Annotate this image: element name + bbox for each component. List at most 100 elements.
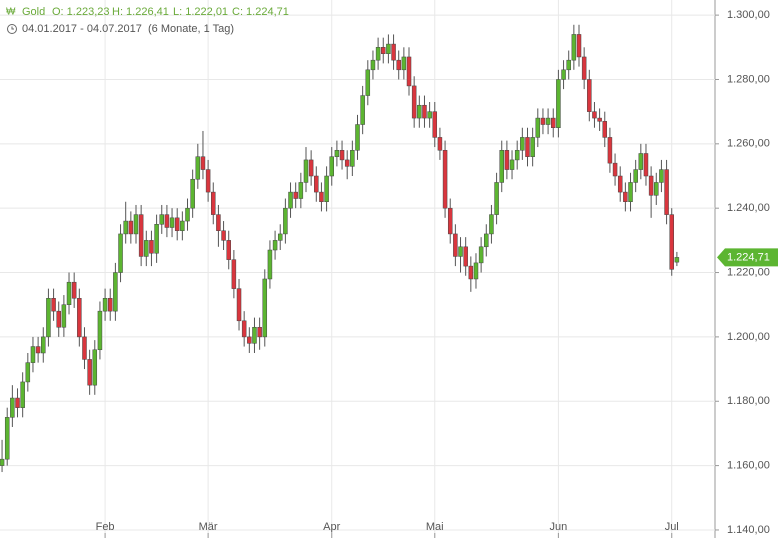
candle-body	[41, 336, 46, 354]
candle-body	[643, 153, 649, 177]
candle-body	[61, 304, 67, 328]
candle-body	[102, 298, 108, 312]
candle-body	[437, 137, 443, 151]
candle-body	[174, 217, 180, 231]
candle-body	[478, 246, 484, 264]
y-tick-label: 1.160,00	[727, 460, 770, 472]
candle-body	[396, 59, 401, 71]
candle-body	[144, 240, 149, 257]
candle-body	[118, 233, 123, 273]
candle-body	[200, 156, 206, 170]
candle-body	[514, 150, 520, 161]
open-label: O: 1.223,23	[52, 6, 110, 18]
candle-body	[422, 104, 427, 119]
candle-body	[92, 349, 98, 386]
candle-body	[283, 207, 288, 235]
candle-body	[77, 298, 82, 338]
candle-body	[324, 175, 329, 203]
candle-body	[87, 359, 92, 386]
candle-body	[262, 278, 268, 338]
candle-body	[272, 240, 278, 251]
candle-body	[82, 336, 87, 360]
price-tag-label: 1.224,71	[727, 251, 770, 263]
candle-body	[659, 169, 664, 183]
candle-body	[288, 191, 293, 209]
candle-body	[350, 150, 355, 167]
candle-body	[654, 182, 659, 196]
x-tick-label: Feb	[96, 521, 115, 533]
candle-body	[66, 281, 72, 305]
candle-body	[648, 175, 654, 196]
candle-body	[607, 137, 613, 164]
candle-body	[468, 265, 474, 280]
candle-body	[561, 69, 566, 80]
candle-body	[138, 214, 144, 257]
instrument-name: Gold	[22, 6, 45, 18]
candle-body	[617, 175, 623, 193]
candle-body	[581, 56, 587, 80]
clock-hand	[11, 26, 14, 30]
candle-body	[391, 43, 396, 61]
candle-body	[664, 169, 669, 215]
candle-body	[484, 233, 489, 248]
candle-body	[46, 298, 51, 338]
candle-body	[30, 346, 36, 363]
candle-body	[56, 310, 61, 328]
candle-body	[674, 257, 680, 263]
candle-body	[571, 34, 577, 61]
x-tick-label: Mai	[426, 521, 444, 533]
candle-body	[10, 397, 15, 418]
candle-body	[15, 397, 20, 408]
candle-body	[592, 111, 597, 119]
candle-body	[494, 182, 499, 215]
candle-body	[597, 117, 602, 122]
candle-body	[520, 137, 525, 151]
high-label: H: 1.226,41	[112, 6, 169, 18]
candle-body	[386, 43, 391, 54]
y-tick-label: 1.200,00	[727, 331, 770, 343]
candle-body	[540, 117, 546, 125]
candle-body	[587, 79, 592, 112]
candle-body	[638, 153, 644, 170]
candle-body	[406, 56, 412, 87]
period: 04.01.2017 - 04.07.2017	[22, 23, 142, 35]
candle-body	[458, 246, 463, 257]
candle-body	[252, 326, 257, 344]
candle-body	[370, 59, 376, 71]
candle-body	[247, 336, 252, 344]
candle-body	[205, 169, 211, 193]
candle-body	[314, 175, 319, 193]
candle-body	[231, 259, 237, 289]
candle-body	[602, 121, 608, 138]
candle-body	[25, 362, 31, 383]
candle-body	[257, 326, 262, 338]
candle-body	[566, 59, 571, 71]
candle-body	[381, 47, 386, 54]
candle-body	[123, 220, 128, 235]
candle-body	[628, 182, 633, 203]
price-tag	[717, 248, 778, 267]
candle-body	[623, 191, 628, 203]
candle-body	[97, 310, 103, 351]
candle-body	[411, 85, 417, 119]
candle-body	[504, 150, 510, 170]
candle-body	[473, 262, 479, 280]
candle-body	[293, 191, 298, 199]
candle-body	[530, 137, 535, 157]
candle-body	[241, 320, 247, 338]
candle-body	[334, 150, 340, 157]
candle-body	[489, 214, 494, 235]
candle-body	[107, 298, 113, 312]
candle-body	[375, 47, 381, 61]
y-tick-label: 1.240,00	[727, 202, 770, 214]
candle-body	[432, 111, 438, 138]
candle-body	[463, 246, 468, 267]
candle-body	[360, 95, 365, 125]
candle-body	[535, 117, 541, 138]
candle-body	[113, 272, 118, 312]
candle-body	[344, 159, 350, 167]
y-tick-label: 1.300,00	[727, 9, 770, 21]
icon: ₩	[6, 7, 16, 18]
candle-body	[226, 240, 231, 260]
